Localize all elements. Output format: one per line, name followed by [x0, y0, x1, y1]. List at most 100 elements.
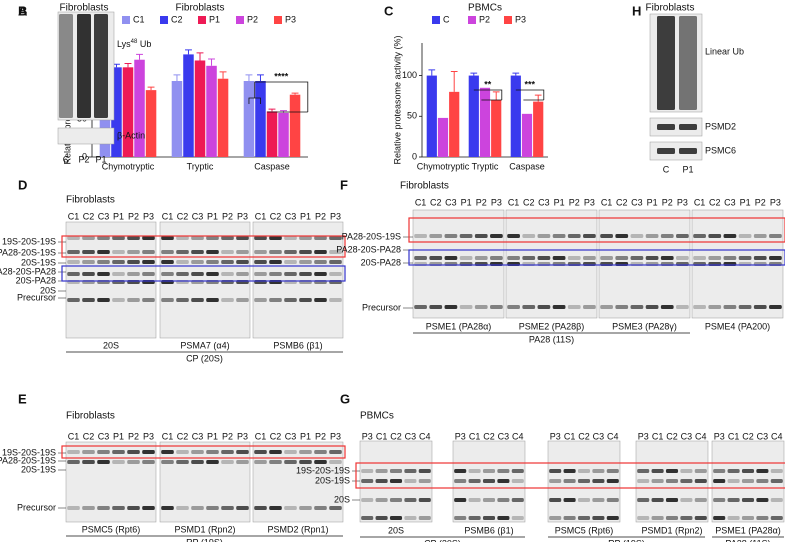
legend-swatch [236, 16, 244, 24]
blot-band [657, 16, 675, 110]
blot-label: Linear Ub [705, 46, 744, 56]
blot-band [236, 298, 249, 302]
lane-label: C2 [177, 431, 189, 441]
blot-band [299, 250, 312, 254]
blot-band [552, 305, 566, 309]
blot-band [97, 236, 110, 240]
blot-band [429, 305, 443, 309]
legend-label: P3 [515, 14, 526, 24]
blot-band [299, 460, 312, 464]
blot-band [418, 469, 431, 473]
blot-image [649, 117, 703, 137]
gel-image [505, 209, 598, 319]
blot-band [727, 516, 740, 520]
lane-label: C1 [694, 197, 706, 207]
blot-band [269, 450, 282, 454]
lane-label: P3 [143, 211, 154, 221]
blot-band [490, 234, 503, 238]
blot-band [127, 250, 140, 254]
blot-band [606, 498, 619, 502]
bar [491, 100, 502, 157]
blot-band [299, 450, 312, 454]
blot-band [67, 506, 80, 510]
blot-band [651, 469, 664, 473]
error-bar [185, 49, 192, 55]
blot-band [630, 256, 644, 260]
blot-band [67, 298, 80, 302]
blot-band [299, 260, 312, 264]
bar [194, 60, 206, 158]
blot-band [637, 479, 650, 483]
blot-band [127, 506, 140, 510]
blot-band [269, 460, 282, 464]
blot-band [299, 298, 312, 302]
blot-band [404, 498, 417, 502]
blot-band [389, 479, 403, 483]
blot-label: PSMB6 (β1) [464, 525, 513, 535]
blot-band [727, 469, 740, 473]
blot-band [375, 498, 388, 502]
blot-band [537, 256, 551, 260]
blot-band [583, 305, 596, 309]
group-label: RP (19S) [186, 537, 223, 542]
blot-band [552, 234, 566, 238]
blot-band [459, 256, 473, 260]
blot-band [112, 250, 125, 254]
blot-band [329, 260, 342, 264]
blot-band [191, 260, 204, 264]
lane-label: P3 [677, 197, 688, 207]
blot-band [97, 260, 110, 264]
blot-label: PSME3 (PA28γ) [612, 321, 677, 331]
blot-band [753, 305, 767, 309]
blot-band [600, 256, 613, 260]
lane-label: P1 [740, 197, 751, 207]
bar [479, 87, 491, 157]
blot-band [756, 516, 769, 520]
blot-band [549, 516, 562, 520]
blot-band [191, 298, 204, 302]
blot-band [375, 469, 388, 473]
blot-label: PSMC6 [705, 145, 736, 155]
lane-label: C1 [415, 197, 427, 207]
blot-band [314, 260, 327, 264]
blot-band [176, 236, 189, 240]
blot-label: PSMB6 (β1) [273, 340, 322, 350]
species-label: PA28-20S-19S [0, 247, 56, 257]
blot-band [615, 305, 629, 309]
blot-band [299, 506, 312, 510]
blot-band [236, 450, 249, 454]
legend-swatch [468, 16, 476, 24]
blot-band [637, 498, 650, 502]
blot-band [665, 498, 679, 502]
blot-band [269, 506, 282, 510]
blot-band [329, 250, 342, 254]
blot-band [474, 234, 488, 238]
lane-label: P1 [682, 164, 693, 174]
blot-band [497, 479, 510, 483]
blot-band [549, 469, 562, 473]
blot-band [191, 236, 204, 240]
blot-band [741, 479, 755, 483]
lane-label: P2 [315, 211, 326, 221]
blot-band [414, 305, 427, 309]
lane-label: P2 [315, 431, 326, 441]
lane-label: C1 [728, 431, 740, 441]
blot-band [221, 260, 234, 264]
bar [255, 81, 266, 157]
blot-band [82, 236, 95, 240]
blot-band [82, 506, 95, 510]
blot-band [314, 236, 327, 240]
highlight-box [61, 265, 346, 282]
blot-band [404, 479, 417, 483]
blot-band [361, 498, 374, 502]
legend-label: P3 [285, 14, 296, 24]
bar [449, 91, 460, 157]
blot-band [637, 516, 650, 520]
lane-label: C3 [98, 431, 110, 441]
lane-label: C1 [376, 431, 388, 441]
gel-image [159, 441, 251, 523]
bar [437, 117, 449, 157]
lane-label: P1 [554, 197, 565, 207]
bar [533, 101, 544, 157]
blot-band [269, 260, 282, 264]
